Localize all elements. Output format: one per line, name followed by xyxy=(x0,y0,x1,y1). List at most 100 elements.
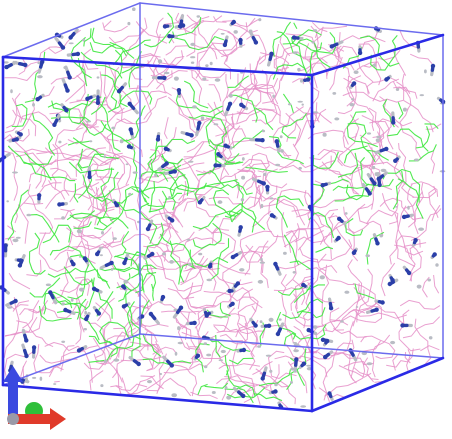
grey-atom xyxy=(154,173,158,177)
ion-pair xyxy=(323,350,334,360)
grey-atom xyxy=(278,318,282,321)
pink-molecule-chain xyxy=(190,316,212,360)
green-molecule-chain xyxy=(245,166,288,173)
pink-molecule-chain xyxy=(165,45,193,56)
pink-molecule-chain xyxy=(75,300,89,345)
green-molecule-chain xyxy=(192,222,223,249)
grey-atom xyxy=(366,362,373,366)
green-molecule-chain xyxy=(112,39,151,66)
grey-atom xyxy=(37,75,43,79)
grey-atom xyxy=(379,234,384,238)
grey-atom xyxy=(402,107,407,112)
ion-pair xyxy=(251,177,266,186)
box-edge-back-top xyxy=(139,2,444,36)
ion-pair xyxy=(84,311,91,322)
green-molecule-chain xyxy=(42,224,72,244)
ion-pair xyxy=(436,96,446,105)
box-edge-depth-tr xyxy=(310,33,445,77)
pink-molecule-chain xyxy=(213,324,263,345)
pink-molecule-chain xyxy=(177,19,205,30)
green-molecule-chain xyxy=(194,179,238,203)
grey-atom xyxy=(177,326,181,331)
grey-atom xyxy=(169,260,174,264)
pink-molecule-chain xyxy=(45,181,100,209)
grey-atom xyxy=(272,94,275,98)
grey-atom xyxy=(334,117,340,121)
pink-molecule-chain xyxy=(372,78,400,102)
green-molecule-chain xyxy=(84,277,95,311)
pink-molecule-chain xyxy=(407,183,419,235)
pink-molecule-chain xyxy=(139,345,162,353)
grey-atom xyxy=(313,29,318,32)
pink-molecule-chain xyxy=(280,274,289,333)
grey-atom xyxy=(365,254,371,257)
ion-pair xyxy=(275,322,285,337)
grey-atom xyxy=(355,306,359,308)
pink-molecule-chain xyxy=(311,370,317,390)
grey-atom xyxy=(220,32,225,35)
pink-molecule-chain xyxy=(91,205,123,211)
pink-molecule-chain xyxy=(239,230,272,255)
grey-atoms-layer xyxy=(3,7,446,408)
ion-pair xyxy=(127,101,139,115)
green-molecule-chain xyxy=(387,128,429,152)
grey-atom xyxy=(306,367,312,371)
green-molecule-chain xyxy=(99,321,131,345)
green-molecule-chain xyxy=(7,145,53,166)
pink-molecule-chain xyxy=(295,106,320,123)
grey-atom xyxy=(174,351,178,356)
pink-molecule-chain xyxy=(258,173,265,200)
pink-molecule-chain xyxy=(359,123,385,145)
grey-atom xyxy=(12,238,19,243)
green-molecule-chain xyxy=(275,195,304,228)
green-molecule-chain xyxy=(228,203,257,233)
grey-atom xyxy=(147,380,152,384)
pink-molecule-chain xyxy=(224,375,255,386)
pink-molecule-chain xyxy=(266,216,309,240)
pink-molecule-chain xyxy=(402,73,434,133)
pink-molecule-chain xyxy=(203,290,259,313)
ion-pair xyxy=(8,137,19,143)
pink-molecule-chain xyxy=(212,212,242,244)
grey-atom xyxy=(15,236,21,239)
pink-molecule-chain xyxy=(321,264,330,331)
pink-molecule-chain xyxy=(82,163,109,191)
pink-molecule-chain xyxy=(295,277,315,310)
pink-molecule-chain xyxy=(195,42,225,79)
pink-molecule-chain xyxy=(44,342,93,383)
ion-pair xyxy=(176,88,182,99)
green-molecule-chain xyxy=(49,245,90,263)
pink-molecule-chain xyxy=(12,300,30,312)
ion-pair xyxy=(227,301,235,309)
green-molecule-chain xyxy=(295,38,331,68)
pink-molecule-chain xyxy=(190,304,216,309)
ion-pair xyxy=(260,366,268,381)
box-edge-depth-br xyxy=(310,356,445,413)
green-molecule-chain xyxy=(360,157,394,187)
ion-pair xyxy=(207,260,213,269)
ion-pair xyxy=(145,219,154,232)
pink-molecule-chain xyxy=(366,142,385,165)
pink-molecule-chain xyxy=(3,134,37,165)
pink-molecule-chain xyxy=(181,141,205,166)
green-molecule-chain xyxy=(97,167,113,219)
grey-atom xyxy=(224,386,228,390)
grey-atom xyxy=(259,261,266,264)
pink-molecule-chain xyxy=(106,151,132,186)
pink-molecule-chain xyxy=(349,161,404,190)
grey-atom xyxy=(85,120,92,123)
pink-molecule-chain xyxy=(357,203,384,237)
grey-atom xyxy=(319,275,325,280)
pink-molecule-chain xyxy=(54,208,75,220)
grey-atom xyxy=(61,216,65,220)
green-molecule-chain xyxy=(382,168,421,203)
pink-molecule-chain xyxy=(333,327,367,338)
pink-molecule-chain xyxy=(186,141,249,160)
pink-molecule-chain xyxy=(283,223,300,248)
pink-molecule-chain xyxy=(358,43,382,86)
green-molecule-chain xyxy=(142,333,162,357)
pink-molecule-chain xyxy=(331,203,373,243)
pink-molecule-chain xyxy=(337,77,357,115)
